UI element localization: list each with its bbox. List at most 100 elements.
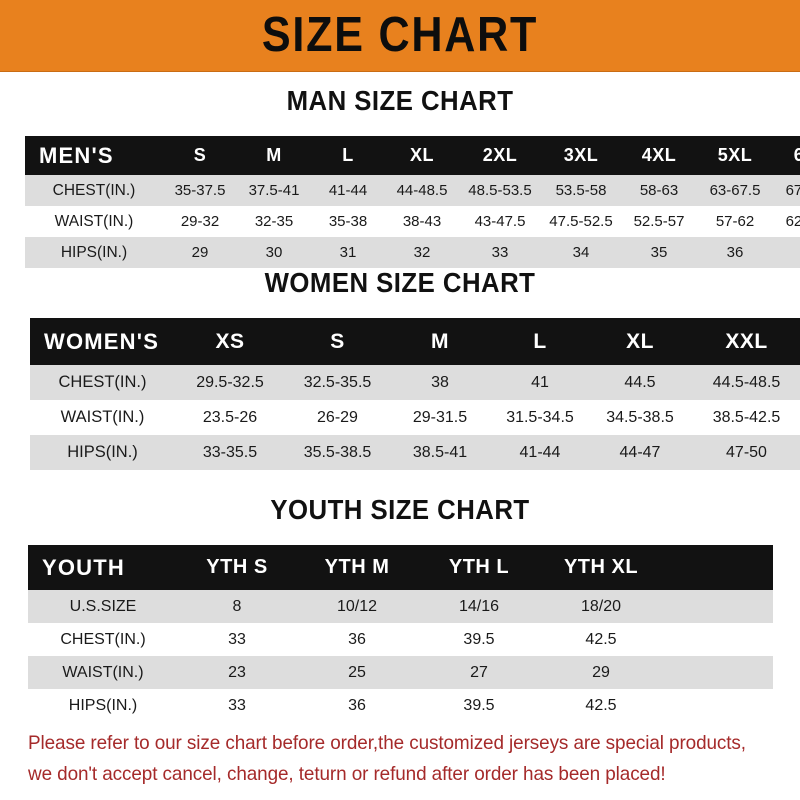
women-row-label-2: HIPS(IN.) — [67, 443, 138, 461]
youth-row-label-1: CHEST(IN.) — [60, 630, 146, 648]
youth-header-row: YOUTH YTH S YTH M YTH L YTH XL — [28, 545, 773, 590]
men-header-row: MEN'S S M L XL 2XL 3XL 4XL 5XL 6XL — [25, 136, 800, 175]
women-cell-2-4: 44-47 — [619, 443, 661, 461]
men-column-header-7: 5XL — [717, 145, 753, 165]
women-corner-label: WOMEN'S — [44, 328, 160, 354]
youth-cell-spacer — [662, 590, 773, 623]
table-row: HIPS(IN.) 29 30 31 32 33 34 35 36 37 — [25, 237, 800, 268]
youth-row-label-2: WAIST(IN.) — [62, 663, 144, 681]
women-header-row: WOMEN'S XS S M L XL XXL — [30, 318, 800, 365]
men-corner-label: MEN'S — [39, 142, 114, 168]
table-row: CHEST(IN.) 29.5-32.5 32.5-35.5 38 41 44.5 44.5… — [30, 365, 800, 400]
men-cell-0-6: 58-63 — [639, 182, 679, 199]
men-cell-0-0: 35-37.5 — [174, 182, 226, 199]
men-cell-0-3: 44-48.5 — [396, 182, 448, 199]
women-cell-2-2: 38.5-41 — [412, 443, 468, 461]
youth-cell-0-3: 18/20 — [580, 597, 622, 615]
youth-row-label-0: U.S.SIZE — [69, 597, 137, 615]
women-cell-1-0: 23.5-26 — [202, 408, 258, 426]
youth-size-table: YOUTH YTH S YTH M YTH L YTH XL U.S.SIZE 8 10/12… — [28, 545, 773, 722]
men-cell-2-8: 37 — [773, 237, 800, 268]
men-cell-2-2: 31 — [339, 244, 357, 261]
youth-cell-2-0: 23 — [228, 663, 246, 681]
men-size-table: MEN'S S M L XL 2XL 3XL 4XL 5XL 6XL CHEST(IN.) 35-37… — [25, 136, 800, 268]
women-row-label-1: WAIST(IN.) — [60, 408, 145, 426]
table-row: CHEST(IN.) 35-37.5 37.5-41 41-44 44-48.5 48.5… — [25, 175, 800, 206]
women-cell-1-1: 26-29 — [317, 408, 358, 426]
youth-row-label-3: HIPS(IN.) — [68, 696, 138, 714]
women-column-header-5: XXL — [725, 329, 768, 353]
women-column-header-3: L — [533, 329, 547, 353]
men-cell-1-1: 32-35 — [254, 213, 294, 230]
youth-column-header-2: YTH L — [448, 556, 510, 578]
men-column-header-0: S — [193, 145, 207, 165]
women-cell-1-5: 38.5-42.5 — [712, 408, 781, 426]
table-row: HIPS(IN.) 33 36 39.5 42.5 — [28, 689, 773, 722]
youth-column-header-3: YTH XL — [563, 556, 639, 578]
men-cell-1-3: 38-43 — [402, 213, 442, 230]
youth-cell-3-0: 33 — [228, 696, 246, 714]
men-cell-2-6: 35 — [650, 244, 668, 261]
youth-cell-2-1: 25 — [348, 663, 366, 681]
women-cell-1-4: 34.5-38.5 — [606, 408, 674, 426]
women-column-header-4: XL — [626, 329, 654, 353]
youth-column-header-0: YTH S — [206, 556, 268, 578]
men-cell-1-6: 52.5-57 — [633, 213, 685, 230]
youth-cell-1-2: 39.5 — [463, 630, 495, 648]
disclaimer-line-1: Please refer to our size chart before or… — [28, 732, 746, 754]
men-cell-2-7: 36 — [726, 244, 744, 261]
men-cell-0-2: 41-44 — [328, 182, 368, 199]
youth-cell-0-1: 10/12 — [336, 597, 378, 615]
youth-column-header-1: YTH M — [324, 556, 390, 578]
table-row: HIPS(IN.) 33-35.5 35.5-38.5 38.5-41 41-44 44-… — [30, 435, 800, 470]
men-cell-2-5: 34 — [572, 244, 590, 261]
table-row: CHEST(IN.) 33 36 39.5 42.5 — [28, 623, 773, 656]
youth-cell-1-1: 36 — [348, 630, 366, 648]
disclaimer-line-2: we don't accept cancel, change, teturn o… — [28, 763, 666, 785]
women-cell-2-0: 33-35.5 — [202, 443, 258, 461]
men-column-header-2: L — [342, 145, 354, 165]
men-cell-2-4: 33 — [491, 244, 509, 261]
women-cell-0-3: 41 — [531, 373, 549, 391]
women-cell-0-1: 32.5-35.5 — [303, 373, 372, 391]
men-column-header-8: 6XL — [793, 145, 800, 165]
women-cell-1-2: 29-31.5 — [412, 408, 468, 426]
women-section-title: WOMEN SIZE CHART — [264, 267, 536, 298]
youth-corner-label: YOUTH — [42, 554, 125, 580]
men-column-header-3: XL — [409, 145, 434, 165]
men-column-header-5: 3XL — [563, 145, 599, 165]
youth-cell-1-0: 33 — [228, 630, 246, 648]
men-cell-1-0: 29-32 — [180, 213, 220, 230]
table-row: WAIST(IN.) 23.5-26 26-29 29-31.5 31.5-34.5 34… — [30, 400, 800, 435]
men-cell-0-1: 37.5-41 — [248, 182, 300, 199]
youth-cell-2-3: 29 — [592, 663, 610, 681]
men-cell-0-7: 63-67.5 — [709, 182, 761, 199]
women-cell-0-4: 44.5 — [624, 373, 656, 391]
women-column-header-0: XS — [215, 329, 245, 353]
youth-cell-1-3: 42.5 — [585, 630, 617, 648]
page-banner: SIZE CHART — [0, 0, 800, 72]
youth-cell-spacer — [662, 689, 773, 722]
women-cell-0-2: 38 — [431, 373, 449, 391]
men-column-header-1: M — [266, 145, 282, 165]
men-cell-0-8: 67.5-72 — [785, 182, 800, 199]
disclaimer: Please refer to our size chart before or… — [28, 728, 757, 790]
women-cell-1-3: 31.5-34.5 — [506, 408, 574, 426]
youth-section-title: YOUTH SIZE CHART — [270, 494, 530, 525]
women-cell-0-0: 29.5-32.5 — [196, 373, 264, 391]
table-row: WAIST(IN.) 23 25 27 29 — [28, 656, 773, 689]
men-cell-1-8: 62-66.5 — [785, 213, 800, 230]
youth-cell-spacer — [662, 656, 773, 689]
men-cell-1-4: 43-47.5 — [474, 213, 526, 230]
men-cell-1-5: 47.5-52.5 — [549, 213, 613, 230]
women-size-table: WOMEN'S XS S M L XL XXL CHEST(IN.) 29.5-32.5 32.5… — [30, 318, 800, 470]
women-cell-2-1: 35.5-38.5 — [303, 443, 372, 461]
youth-header-spacer — [662, 545, 773, 590]
men-row-label-1: WAIST(IN.) — [54, 212, 134, 230]
page-title: SIZE CHART — [261, 8, 539, 62]
women-row-label-0: CHEST(IN.) — [58, 373, 147, 391]
men-cell-1-7: 57-62 — [715, 213, 755, 230]
women-cell-2-5: 47-50 — [726, 443, 767, 461]
youth-cell-2-2: 27 — [470, 663, 488, 681]
men-section-title: MAN SIZE CHART — [286, 85, 514, 116]
